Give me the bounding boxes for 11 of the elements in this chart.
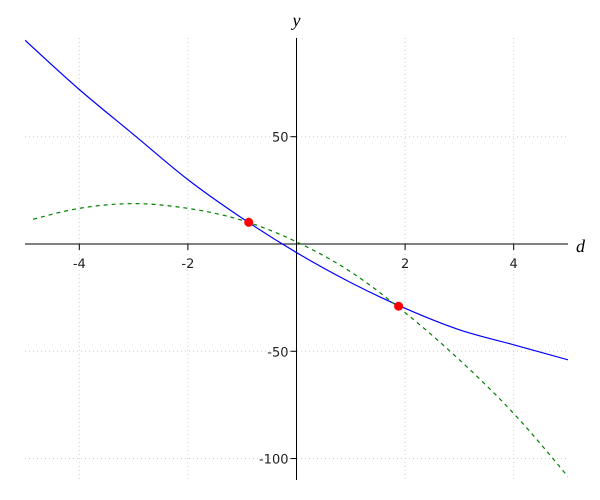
x-tick-label: 2 <box>400 256 410 272</box>
x-tick-label: -2 <box>181 256 194 272</box>
x-axis-title: d <box>576 236 586 256</box>
y-tick-label: -100 <box>258 452 288 468</box>
line-series <box>25 40 568 360</box>
y-tick-label: -50 <box>267 345 288 360</box>
y-axis-title: y <box>290 10 300 30</box>
x-tick-label: -4 <box>72 256 86 272</box>
x-tick-label: 4 <box>510 256 518 272</box>
y-tick-label: 50 <box>272 130 288 146</box>
line-series <box>32 203 568 478</box>
